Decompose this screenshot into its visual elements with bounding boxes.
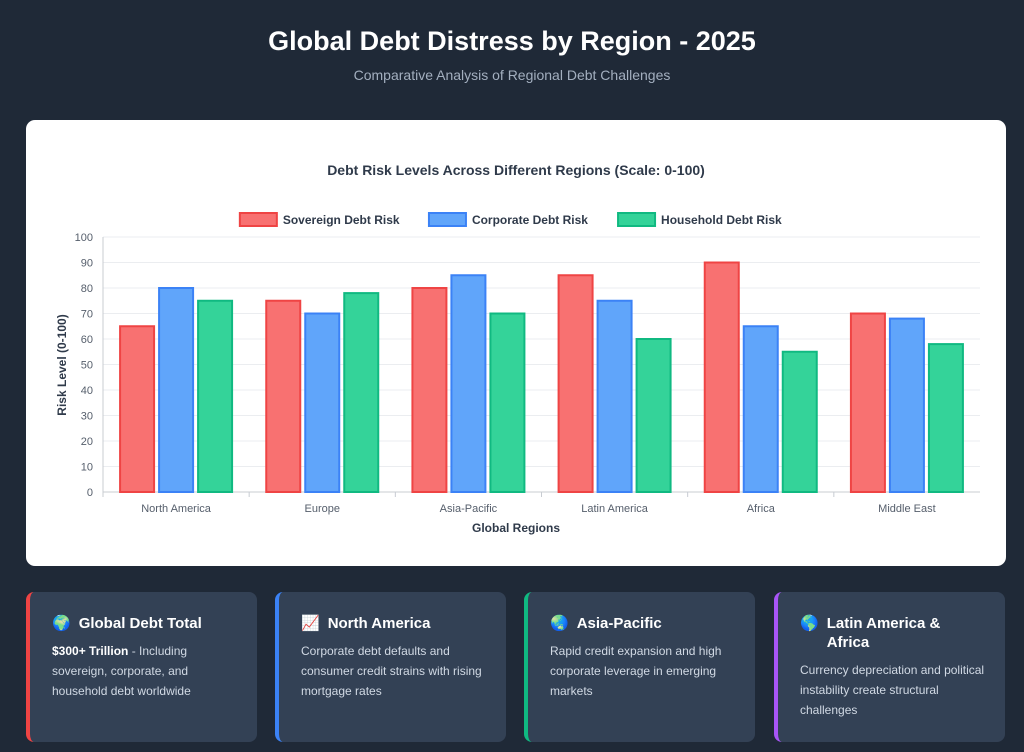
x-tick-label: Asia-Pacific: [440, 503, 498, 515]
card-highlight: $300+ Trillion: [52, 644, 129, 658]
bar: [411, 287, 448, 493]
y-tick-label: 50: [81, 360, 93, 372]
y-tick-label: 40: [81, 385, 93, 397]
bar: [265, 299, 302, 493]
y-tick-label: 20: [81, 436, 93, 448]
card-text: Rapid credit expansion and high corporat…: [550, 641, 735, 701]
bar: [450, 274, 487, 493]
bar: [742, 325, 779, 493]
y-tick-label: 60: [81, 334, 93, 346]
bar: [197, 299, 234, 493]
globe-americas-icon: 🌎: [800, 615, 819, 632]
y-tick-label: 90: [81, 258, 93, 270]
card-text: $300+ Trillion - Including sovereign, co…: [52, 641, 237, 701]
bar: [849, 312, 886, 493]
bar: [635, 338, 672, 493]
card-title: North America: [327, 615, 431, 632]
globe-asia-icon: 🌏: [550, 615, 569, 632]
x-axis-title: Global Regions: [472, 521, 560, 535]
card-description: Corporate debt defaults and consumer cre…: [301, 644, 482, 698]
bar: [158, 287, 195, 493]
page-subtitle: Comparative Analysis of Regional Debt Ch…: [353, 67, 671, 83]
bar: [119, 325, 156, 493]
y-axis-title: Risk Level (0-100): [55, 314, 69, 415]
y-tick-label: 100: [75, 232, 93, 244]
card-description: Rapid credit expansion and high corporat…: [550, 644, 722, 698]
legend-label: Sovereign Debt Risk: [283, 213, 400, 227]
bar: [596, 299, 633, 493]
x-tick-label: North America: [141, 503, 212, 515]
info-card-latin-america-africa: 🌎 Latin America & Africa Currency deprec…: [774, 592, 1005, 742]
bar: [703, 261, 740, 493]
y-tick-label: 0: [87, 487, 93, 499]
legend-label: Corporate Debt Risk: [472, 213, 588, 227]
card-text: Currency depreciation and political inst…: [800, 660, 985, 720]
chart-increasing-icon: 📈: [301, 615, 320, 632]
card-title: Latin America & Africa: [826, 615, 941, 651]
legend-label: Household Debt Risk: [661, 213, 782, 227]
chart-title: Debt Risk Levels Across Different Region…: [327, 162, 705, 178]
y-tick-label: 80: [81, 283, 93, 295]
bar: [489, 312, 526, 493]
info-card-north-america: 📈 North America Corporate debt defaults …: [275, 592, 506, 742]
info-card-asia-pacific: 🌏 Asia-Pacific Rapid credit expansion an…: [524, 592, 755, 742]
chart-card: Debt Risk Levels Across Different Region…: [26, 120, 1006, 566]
bar: [343, 292, 380, 493]
x-tick-label: Latin America: [581, 503, 649, 515]
x-tick-label: Middle East: [878, 503, 935, 515]
bar-chart: Debt Risk Levels Across Different Region…: [55, 162, 980, 535]
card-title: Global Debt Total: [78, 615, 202, 632]
info-cards: 🌍 Global Debt Total $300+ Trillion - Inc…: [26, 592, 1006, 742]
legend-swatch: [617, 212, 657, 227]
x-tick-label: Europe: [305, 503, 340, 515]
bar: [304, 312, 341, 493]
page-title: Global Debt Distress by Region - 2025: [268, 26, 756, 56]
y-tick-label: 30: [81, 411, 93, 423]
card-text: Corporate debt defaults and consumer cre…: [301, 641, 486, 701]
card-title: Asia-Pacific: [576, 615, 662, 632]
y-tick-label: 70: [81, 309, 93, 321]
bar: [927, 343, 964, 493]
globe-icon: 🌍: [52, 615, 71, 632]
info-card-global-debt: 🌍 Global Debt Total $300+ Trillion - Inc…: [26, 592, 257, 742]
y-tick-label: 10: [81, 462, 93, 474]
bar: [888, 317, 925, 493]
bar: [557, 274, 594, 493]
x-tick-label: Africa: [747, 503, 776, 515]
card-description: Currency depreciation and political inst…: [800, 663, 985, 717]
card-description: - Including sovereign, corporate, and ho…: [52, 644, 191, 698]
legend-swatch: [427, 212, 467, 227]
legend-swatch: [238, 212, 278, 227]
bar: [781, 350, 818, 493]
